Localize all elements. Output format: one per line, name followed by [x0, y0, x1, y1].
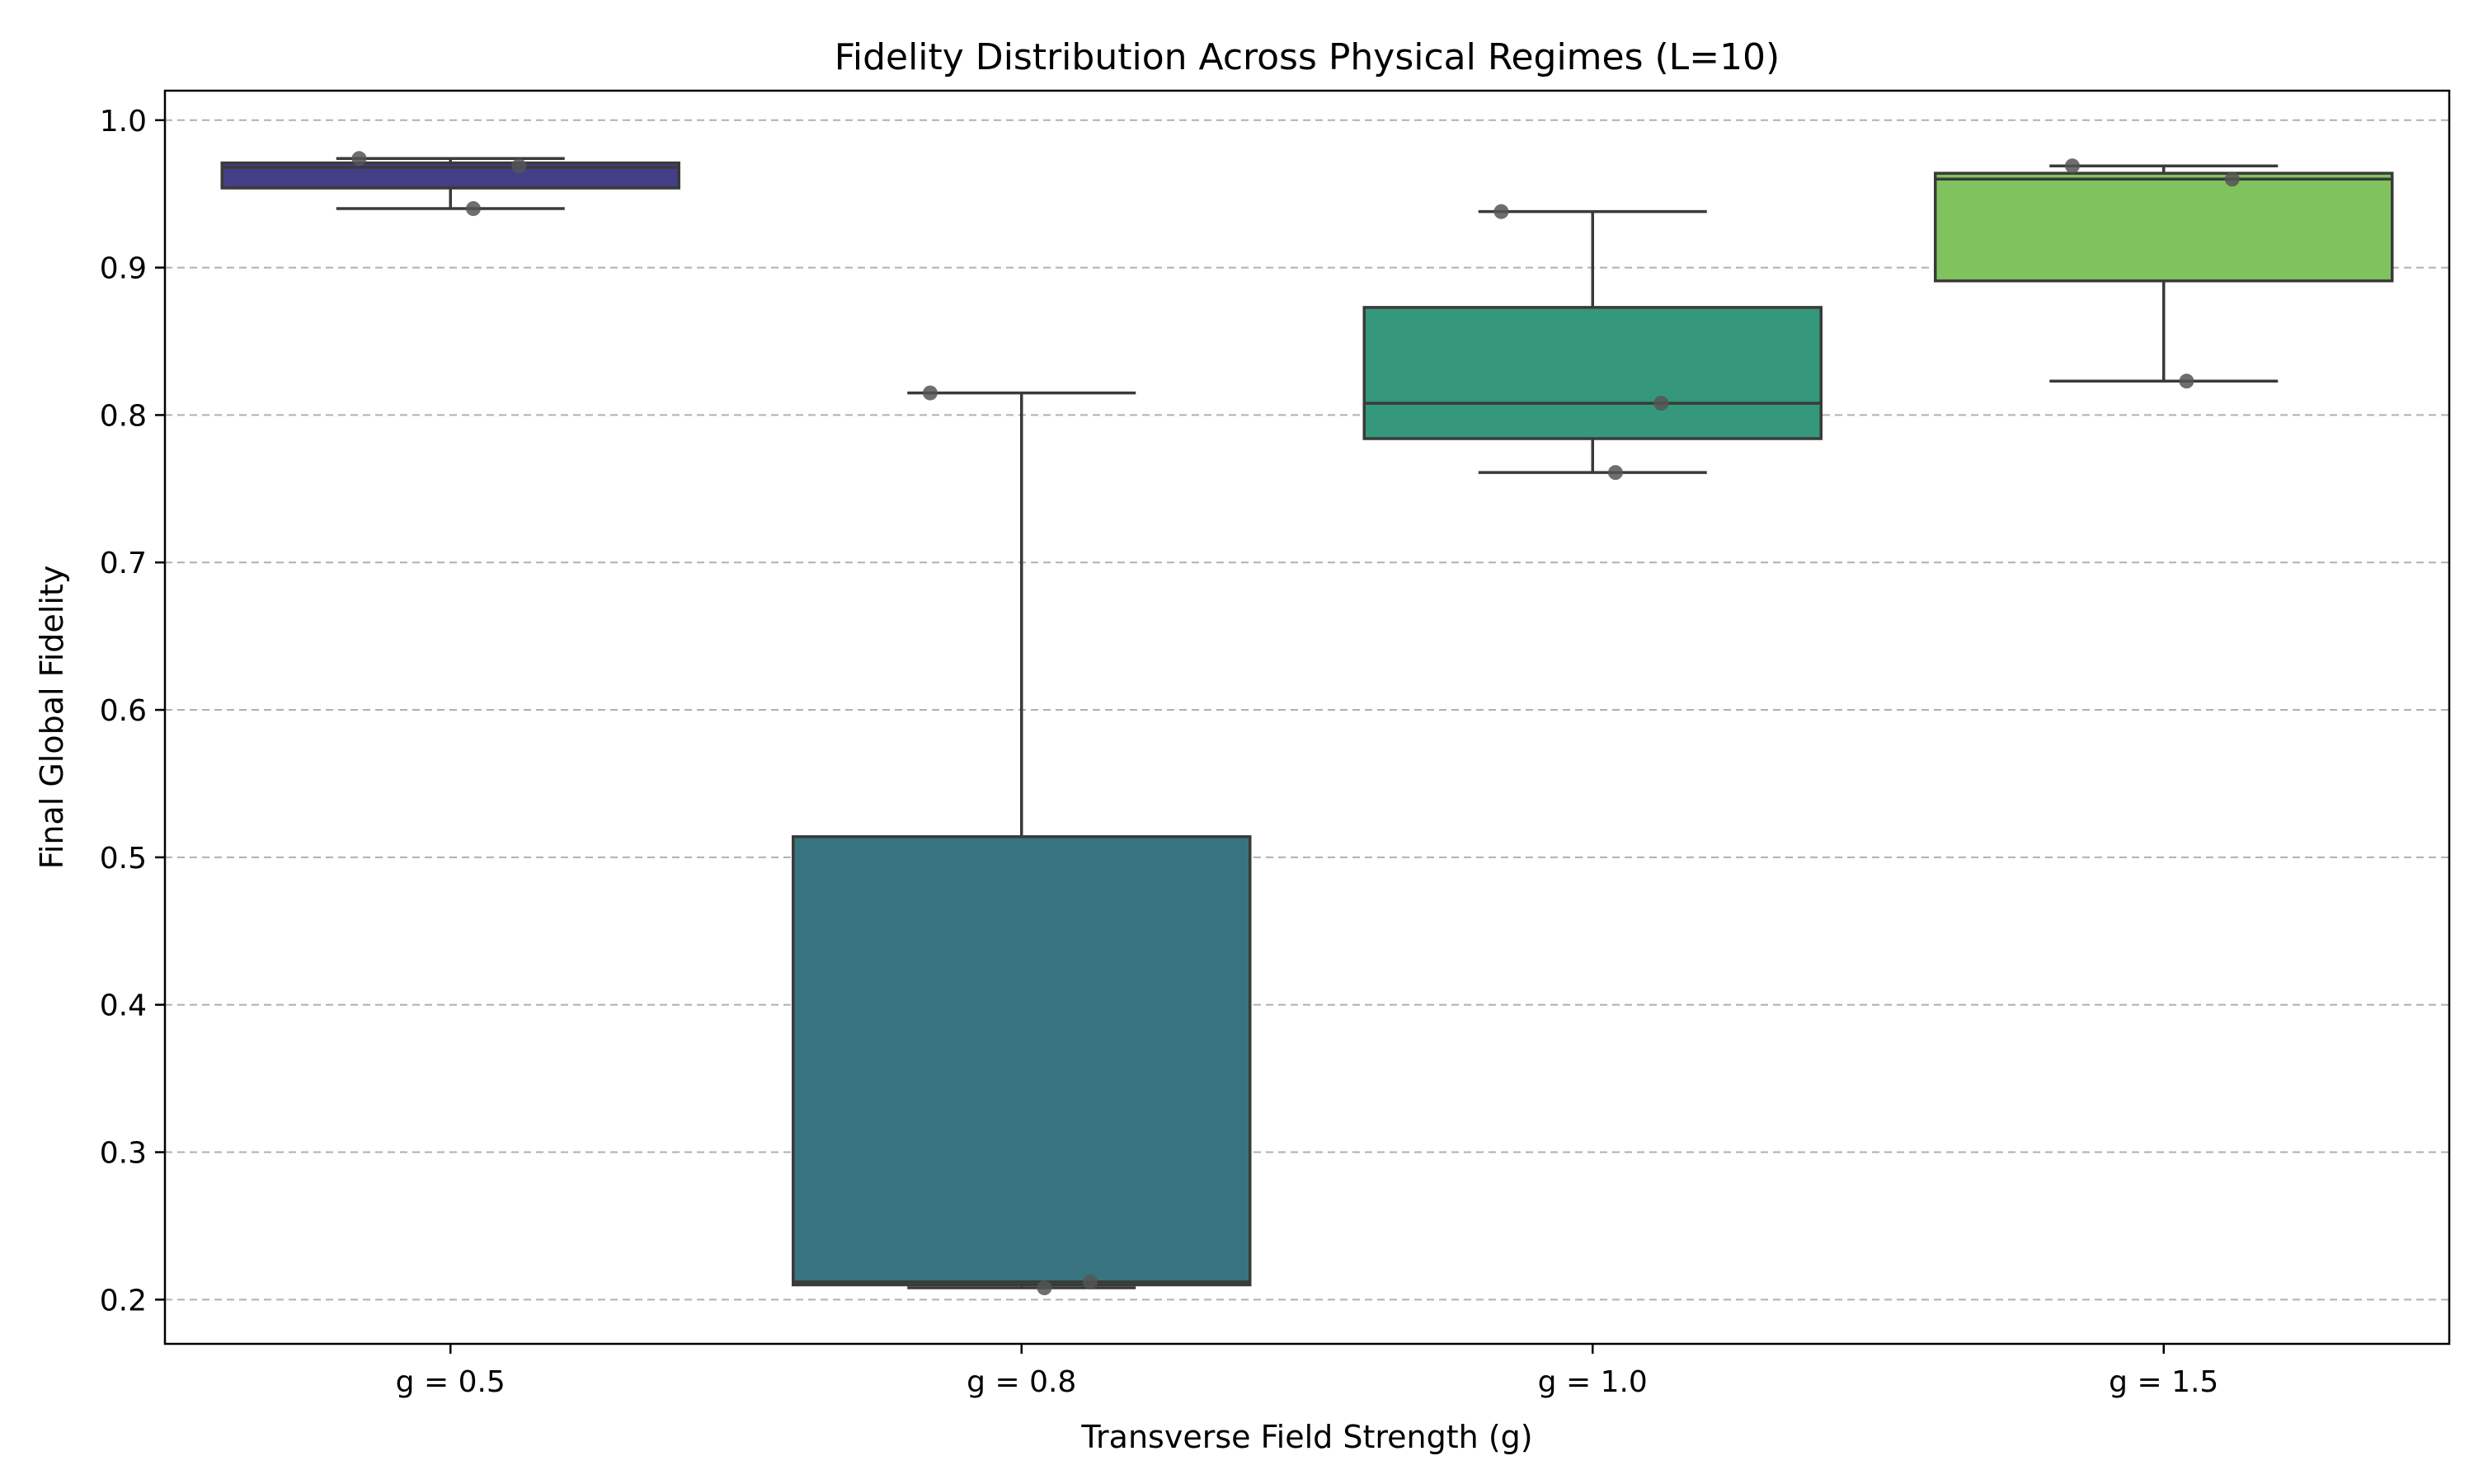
box-group [1934, 164, 2394, 383]
data-point [2224, 171, 2240, 187]
data-points [351, 151, 2240, 1296]
x-axis-label: Transverse Field Strength (g) [1080, 1419, 1532, 1455]
chart-title: Fidelity Distribution Across Physical Re… [835, 36, 1780, 78]
iqr-box [792, 835, 1252, 1287]
x-tick-label: g = 0.5 [396, 1365, 506, 1399]
x-tick-label: g = 0.8 [967, 1365, 1076, 1399]
x-tick-label: g = 1.0 [1538, 1365, 1648, 1399]
grid-lines [165, 119, 2449, 1301]
y-tick-label: 1.0 [100, 105, 147, 139]
data-point [1653, 396, 1669, 411]
data-point [351, 151, 367, 167]
y-axis-label: Final Global Fidelity [34, 566, 70, 870]
data-point [1082, 1274, 1098, 1289]
box-group [1362, 209, 1823, 474]
y-tick-label: 0.8 [100, 399, 147, 433]
y-tick-label: 0.7 [100, 547, 147, 580]
y-tick-label: 0.4 [100, 989, 147, 1023]
y-tick-label: 0.2 [100, 1284, 147, 1317]
data-point [2064, 158, 2080, 174]
iqr-box [1934, 171, 2394, 283]
data-point [1607, 465, 1623, 481]
y-tick-label: 0.3 [100, 1137, 147, 1171]
data-point [2179, 373, 2194, 389]
y-tick-label: 0.9 [100, 252, 147, 286]
box-plots [220, 157, 2394, 1289]
data-point [1493, 204, 1509, 219]
x-tick-label: g = 1.5 [2109, 1365, 2218, 1399]
y-tick-label: 0.6 [100, 694, 147, 728]
y-tick-label: 0.5 [100, 842, 147, 876]
data-point [465, 201, 481, 217]
plot-frame [163, 89, 2451, 1345]
data-point [922, 385, 938, 401]
iqr-box [1362, 306, 1823, 440]
box-group [220, 157, 680, 210]
x-axis-ticks: g = 0.5 g = 0.8 g = 1.0 g = 1.5 [396, 1344, 2218, 1399]
box-group [792, 391, 1252, 1289]
y-axis-ticks: 0.2 0.3 0.4 0.5 0.6 0.7 0.8 0.9 1.0 [100, 105, 165, 1317]
data-point [511, 158, 527, 174]
data-point [1037, 1280, 1052, 1296]
